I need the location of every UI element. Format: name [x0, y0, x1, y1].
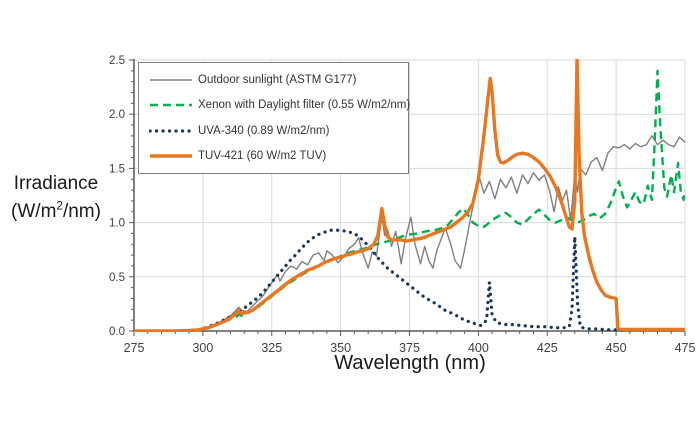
- legend-box: Outdoor sunlight (ASTM G177) Xenon with D…: [138, 62, 411, 174]
- x-tick-label: 425: [537, 341, 558, 355]
- legend-line-sample-uva-340: [149, 129, 193, 133]
- legend-line-sample-outdoor-sunlight: [150, 79, 192, 81]
- y-tick-label: 1.5: [109, 163, 125, 175]
- y-tick-label: 0.5: [109, 272, 125, 284]
- x-tick-label: 300: [192, 341, 213, 355]
- legend-item-uva-340: UVA-340 (0.89 W/m2/nm): [149, 125, 408, 137]
- x-axis-title: Wavelength (nm): [334, 352, 486, 374]
- x-tick-label: 375: [399, 341, 420, 355]
- y-axis-title: Irradiance (W/m2/nm): [4, 170, 108, 225]
- series-tuv-421: [134, 59, 685, 332]
- series-outdoor-sunlight: [134, 135, 686, 332]
- y-axis-title-line1: Irradiance: [13, 173, 99, 194]
- x-tick-label: 325: [261, 341, 282, 355]
- legend-label-xenon-daylight-filter: Xenon with Daylight filter (0.55 W/m2/nm…: [198, 99, 411, 112]
- legend-line-sample-xenon-daylight-filter: [150, 104, 192, 107]
- legend-item-xenon-daylight-filter: Xenon with Daylight filter (0.55 W/m2/nm…: [149, 99, 411, 112]
- y-tick-label: 2.0: [109, 109, 125, 121]
- x-tick-label: 450: [606, 341, 627, 355]
- x-tick-label: 350: [330, 341, 351, 355]
- legend-label-tuv-421: TUV-421 (60 W/m2 TUV): [198, 150, 327, 163]
- y-tick-label: 0.0: [109, 326, 125, 338]
- legend-item-outdoor-sunlight: Outdoor sunlight (ASTM G177): [149, 74, 408, 86]
- legend-line-sample-tuv-421: [150, 154, 192, 158]
- x-tick-label: 400: [468, 341, 489, 355]
- series-uva-340: [134, 228, 626, 332]
- x-tick-label: 475: [675, 341, 696, 355]
- x-tick-label: 275: [124, 341, 145, 355]
- y-tick-label: 2.5: [109, 55, 125, 67]
- legend-item-tuv-421: TUV-421 (60 W/m2 TUV): [149, 150, 408, 162]
- legend-label-outdoor-sunlight: Outdoor sunlight (ASTM G177): [198, 73, 357, 86]
- legend-label-uva-340: UVA-340 (0.89 W/m2/nm): [198, 124, 330, 137]
- y-axis-title-line2: (W/m2/nm): [11, 199, 101, 222]
- y-tick-label: 1.0: [109, 218, 125, 230]
